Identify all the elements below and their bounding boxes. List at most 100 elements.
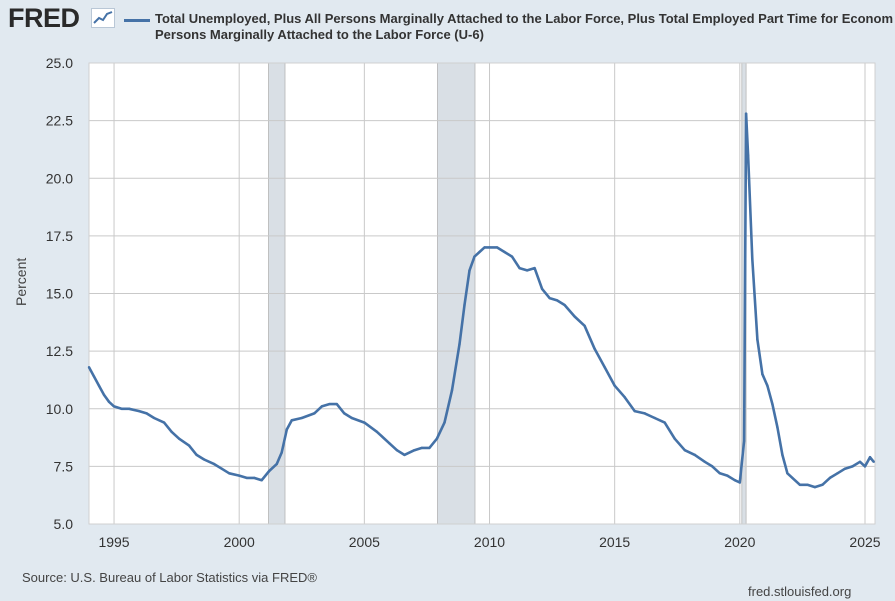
- data-point: [145, 412, 148, 415]
- data-point: [450, 389, 454, 392]
- data-point: [742, 439, 746, 443]
- y-tick-label: 5.0: [54, 516, 74, 532]
- data-point: [863, 465, 867, 468]
- data-point: [313, 412, 316, 415]
- data-point: [177, 437, 181, 440]
- x-tick-label: 1995: [98, 534, 129, 550]
- data-point: [87, 366, 91, 369]
- data-point: [828, 476, 832, 480]
- data-point: [653, 416, 656, 420]
- data-point: [328, 402, 331, 406]
- y-tick-label: 20.0: [46, 170, 73, 186]
- data-point: [458, 343, 461, 346]
- chart-header: FRED Total Unemployed, Plus All Persons …: [0, 0, 895, 52]
- y-tick-label: 22.5: [46, 113, 73, 129]
- data-point: [290, 419, 293, 422]
- data-point: [413, 449, 416, 452]
- plot-border: [88, 62, 876, 525]
- data-point: [771, 402, 774, 406]
- data-point: [275, 462, 278, 466]
- site-link[interactable]: fred.stlouisfed.org: [748, 584, 852, 599]
- data-point: [260, 479, 263, 482]
- data-point: [548, 296, 551, 300]
- data-point: [137, 409, 141, 413]
- source-note: Source: U.S. Bureau of Labor Statistics …: [22, 570, 317, 585]
- data-point: [733, 479, 737, 482]
- data-point: [693, 453, 696, 457]
- data-point: [518, 266, 521, 270]
- data-point: [868, 455, 872, 459]
- data-point: [858, 460, 862, 463]
- data-point: [623, 396, 626, 399]
- data-point: [220, 467, 223, 470]
- y-tick-label: 12.5: [46, 343, 73, 359]
- data-point: [806, 483, 809, 487]
- data-point: [872, 460, 875, 463]
- data-point: [488, 246, 491, 249]
- data-point: [350, 416, 354, 420]
- data-point: [746, 154, 750, 157]
- y-axis-label: Percent: [13, 257, 29, 306]
- data-point: [320, 405, 323, 408]
- y-tick-label: 15.0: [46, 286, 73, 302]
- data-point: [555, 299, 559, 302]
- data-point: [285, 428, 288, 431]
- data-point: [495, 246, 499, 249]
- data-point: [593, 347, 596, 351]
- x-tick-label: 2005: [349, 534, 380, 550]
- data-point: [395, 449, 399, 452]
- data-point: [563, 303, 566, 307]
- data-point: [503, 250, 506, 254]
- data-point: [483, 246, 486, 249]
- data-point: [836, 472, 839, 475]
- data-point: [170, 430, 173, 433]
- data-point: [363, 421, 366, 424]
- x-tick-label: 2025: [849, 534, 880, 550]
- data-point: [92, 375, 96, 378]
- data-point: [253, 476, 256, 480]
- data-point: [300, 416, 303, 420]
- data-point: [843, 467, 847, 470]
- data-point: [851, 465, 854, 468]
- data-point: [703, 460, 706, 463]
- data-point: [268, 469, 271, 473]
- y-axis-ticks: 25.0 22.5 20.0 17.5 15.0 12.5 10.0 7.5 5.0: [46, 55, 73, 532]
- gridlines: [88, 62, 876, 525]
- y-tick-label: 7.5: [54, 458, 74, 474]
- y-tick-label: 10.0: [46, 401, 73, 417]
- x-tick-label: 2020: [724, 534, 755, 550]
- data-point: [633, 409, 636, 413]
- series-points: [87, 112, 875, 489]
- data-point: [776, 425, 779, 429]
- data-point: [718, 472, 722, 475]
- data-point: [744, 112, 748, 115]
- x-tick-label: 2000: [224, 534, 255, 550]
- fred-logo[interactable]: FRED: [8, 3, 80, 33]
- data-point: [375, 430, 379, 433]
- data-point: [280, 451, 283, 454]
- data-point: [102, 393, 106, 397]
- data-point: [152, 416, 156, 420]
- data-point: [420, 446, 424, 450]
- data-point: [583, 324, 586, 327]
- data-point: [603, 366, 606, 369]
- y-tick-label: 25.0: [46, 55, 73, 71]
- data-point: [335, 402, 339, 406]
- data-point: [112, 405, 116, 408]
- legend-swatch: [124, 19, 150, 22]
- data-point: [540, 287, 544, 291]
- data-point: [187, 444, 191, 447]
- fred-graph-icon: [91, 8, 115, 28]
- data-point: [343, 412, 346, 415]
- data-point: [195, 453, 198, 457]
- data-point: [212, 462, 216, 466]
- data-point: [813, 485, 817, 489]
- data-point: [533, 266, 536, 270]
- data-point: [120, 407, 123, 410]
- data-point: [821, 483, 824, 487]
- data-point: [463, 303, 466, 307]
- data-point: [683, 449, 686, 452]
- data-point: [468, 269, 471, 272]
- data-point: [791, 476, 794, 480]
- x-tick-label: 2015: [599, 534, 630, 550]
